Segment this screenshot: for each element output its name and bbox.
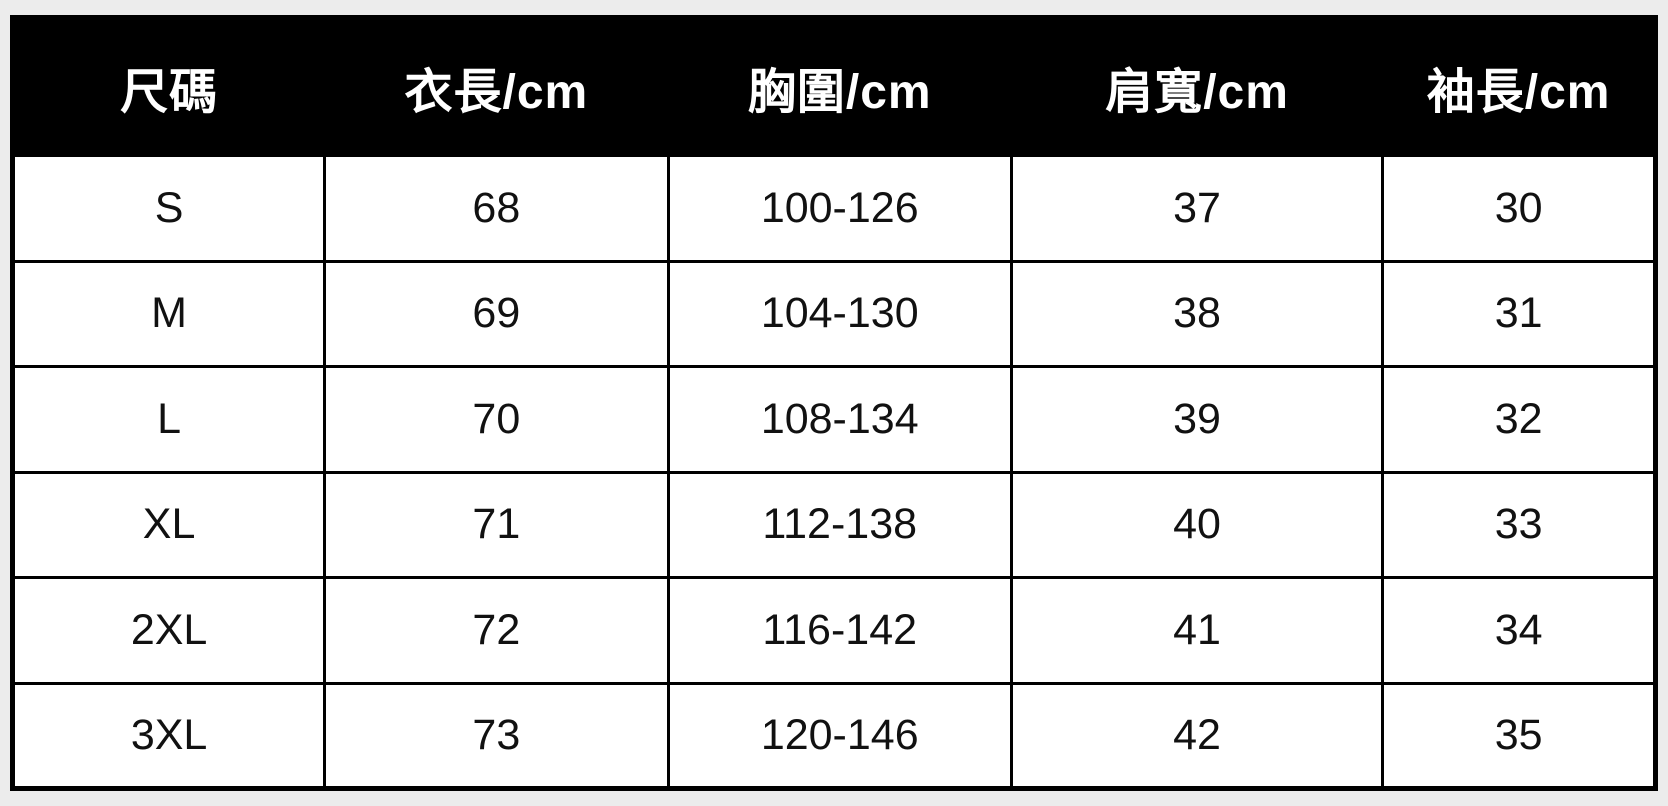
header-cell-length: 衣長/cm [323,15,670,157]
size-chart-table: 尺碼 衣長/cm 胸圍/cm 肩寬/cm 袖長/cm S 68 100-126 … [10,15,1658,791]
cell-size: L [10,365,327,474]
cell-shoulder: 40 [1009,470,1385,579]
cell-shoulder: 39 [1009,365,1385,474]
table-row-xl: XL 71 112-138 40 33 [10,470,1657,579]
cell-size: S [10,154,327,263]
cell-length: 71 [323,470,670,579]
cell-size: XL [10,470,327,579]
cell-size: 2XL [10,576,327,685]
table-row-3xl: 3XL 73 120-146 42 35 [10,681,1657,790]
header-cell-shoulder: 肩寬/cm [1009,15,1385,157]
header-cell-size: 尺碼 [10,15,327,157]
size-chart-container: 尺碼 衣長/cm 胸圍/cm 肩寬/cm 袖長/cm S 68 100-126 … [10,15,1658,791]
cell-sleeve: 35 [1381,681,1657,790]
cell-length: 73 [323,681,670,790]
header-cell-sleeve: 袖長/cm [1381,15,1657,157]
cell-chest: 104-130 [666,259,1013,368]
cell-shoulder: 37 [1009,154,1385,263]
cell-chest: 100-126 [666,154,1013,263]
table-row-2xl: 2XL 72 116-142 41 34 [10,576,1657,685]
cell-chest: 116-142 [666,576,1013,685]
header-row: 尺碼 衣長/cm 胸圍/cm 肩寬/cm 袖長/cm [10,15,1657,157]
table-row-l: L 70 108-134 39 32 [10,365,1657,474]
cell-length: 72 [323,576,670,685]
cell-sleeve: 33 [1381,470,1657,579]
cell-shoulder: 38 [1009,259,1385,368]
table-row-m: M 69 104-130 38 31 [10,259,1657,368]
cell-shoulder: 42 [1009,681,1385,790]
cell-length: 69 [323,259,670,368]
cell-sleeve: 30 [1381,154,1657,263]
cell-shoulder: 41 [1009,576,1385,685]
cell-size: 3XL [10,681,327,790]
cell-length: 68 [323,154,670,263]
header-cell-chest: 胸圍/cm [666,15,1013,157]
cell-chest: 108-134 [666,365,1013,474]
cell-size: M [10,259,327,368]
table-row-s: S 68 100-126 37 30 [10,154,1657,263]
cell-chest: 120-146 [666,681,1013,790]
cell-length: 70 [323,365,670,474]
cell-sleeve: 34 [1381,576,1657,685]
cell-sleeve: 31 [1381,259,1657,368]
cell-chest: 112-138 [666,470,1013,579]
cell-sleeve: 32 [1381,365,1657,474]
